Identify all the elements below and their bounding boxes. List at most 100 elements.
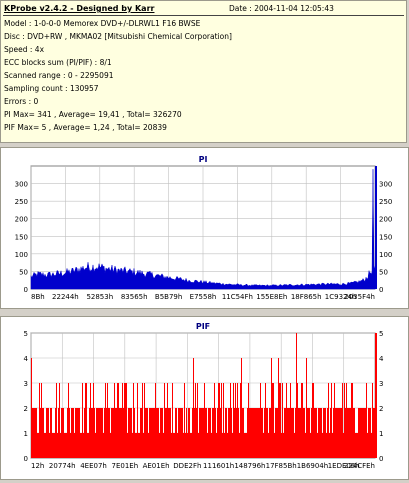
- info-scanned-range: Scanned range : 0 - 2295091: [4, 71, 114, 80]
- pif-bar: [357, 433, 358, 458]
- pif-bar: [184, 383, 185, 458]
- pif-bar: [120, 408, 121, 458]
- pif-bar: [175, 408, 176, 458]
- pif-bar: [270, 408, 271, 458]
- pif-bar: [174, 433, 175, 458]
- pif-bar: [286, 383, 287, 458]
- pif-ytick-left: 2: [24, 405, 28, 413]
- pif-bar: [201, 408, 202, 458]
- pif-bar: [154, 408, 155, 458]
- pif-bar: [128, 408, 129, 458]
- pif-bar: [32, 408, 33, 458]
- pif-bar: [196, 408, 197, 458]
- pif-bar: [227, 433, 228, 458]
- pif-bar: [340, 408, 341, 458]
- pif-bar: [318, 408, 319, 458]
- pif-bar: [304, 408, 305, 458]
- pif-bar: [232, 433, 233, 458]
- pif-bar: [237, 383, 238, 458]
- pif-bar: [36, 408, 37, 458]
- pif-bar: [159, 433, 160, 458]
- pif-bar: [235, 383, 236, 458]
- pif-bar: [168, 408, 169, 458]
- pif-bar: [228, 408, 229, 458]
- pif-bar: [305, 433, 306, 458]
- pif-bar: [213, 408, 214, 458]
- pif-bar: [332, 433, 333, 458]
- pif-bar: [369, 408, 370, 458]
- pif-bar: [220, 408, 221, 458]
- pi-xtick-label: 1C9324h: [325, 293, 357, 301]
- pif-xtick-label: DDE2Fh: [173, 462, 201, 470]
- pif-bar: [44, 433, 45, 458]
- pif-bar: [60, 433, 61, 458]
- pif-ytick-right: 5: [379, 330, 383, 338]
- pif-bar: [246, 433, 247, 458]
- pif-bar: [329, 433, 330, 458]
- pif-bar: [234, 408, 235, 458]
- pif-bar: [298, 408, 299, 458]
- pif-bar: [169, 408, 170, 458]
- pif-bar: [257, 408, 258, 458]
- pif-bar: [45, 433, 46, 458]
- pif-bar: [264, 408, 265, 458]
- pif-bar: [90, 383, 91, 458]
- pif-bar: [138, 433, 139, 458]
- pif-bar: [297, 383, 298, 458]
- pif-bar: [253, 408, 254, 458]
- pif-bar: [319, 408, 320, 458]
- pif-xtick-label: AE01Eh: [143, 462, 170, 470]
- pif-ytick-right: 4: [379, 355, 384, 363]
- pif-bar: [352, 383, 353, 458]
- pif-bar: [172, 383, 173, 458]
- pif-bar: [145, 408, 146, 458]
- pif-bar: [255, 408, 256, 458]
- pif-bar: [155, 383, 156, 458]
- pif-bar: [102, 408, 103, 458]
- pif-bar: [231, 408, 232, 458]
- pif-bar: [272, 383, 273, 458]
- pif-bar: [50, 408, 51, 458]
- pif-bar: [280, 383, 281, 458]
- pif-bar: [205, 408, 206, 458]
- pi-ytick-left: 150: [15, 233, 28, 241]
- pif-bar: [77, 408, 78, 458]
- pi-xtick-label: 18F865h: [291, 293, 322, 301]
- pi-ytick-left: 250: [15, 198, 28, 206]
- pif-bar: [43, 408, 44, 458]
- pif-bar: [198, 433, 199, 458]
- pif-bar: [187, 433, 188, 458]
- pif-bar: [85, 383, 86, 458]
- pif-bar: [78, 408, 79, 458]
- pif-bar: [48, 408, 49, 458]
- pif-bar: [216, 433, 217, 458]
- pif-bar: [68, 383, 69, 458]
- pif-bar: [295, 408, 296, 458]
- pi-xtick-label: 2035F4h: [344, 293, 375, 301]
- info-pi-summary: PI Max= 341 , Average= 19,41 , Total= 32…: [4, 110, 182, 119]
- pif-bar: [117, 383, 118, 458]
- pi-ytick-right: 50: [379, 268, 388, 276]
- pif-bar: [146, 408, 147, 458]
- pif-bar: [243, 408, 244, 458]
- pif-bar: [302, 383, 303, 458]
- pif-bar: [98, 408, 99, 458]
- pif-bar: [278, 358, 279, 458]
- pif-bar: [265, 383, 266, 458]
- pif-bar: [218, 383, 219, 458]
- pif-bar: [210, 408, 211, 458]
- pif-bar: [294, 433, 295, 458]
- pif-bar: [167, 383, 168, 458]
- pif-xtick-label: 224CFEh: [344, 462, 375, 470]
- pif-bar: [322, 433, 323, 458]
- pi-xtick-label: 155E8Eh: [256, 293, 287, 301]
- pif-bar: [212, 408, 213, 458]
- pif-bar: [87, 433, 88, 458]
- pif-bar: [107, 383, 108, 458]
- pif-bar: [162, 408, 163, 458]
- pif-bar: [372, 383, 373, 458]
- pif-bar: [266, 408, 267, 458]
- pif-bar: [244, 433, 245, 458]
- pif-ytick-left: 3: [24, 380, 28, 388]
- pif-bar: [326, 433, 327, 458]
